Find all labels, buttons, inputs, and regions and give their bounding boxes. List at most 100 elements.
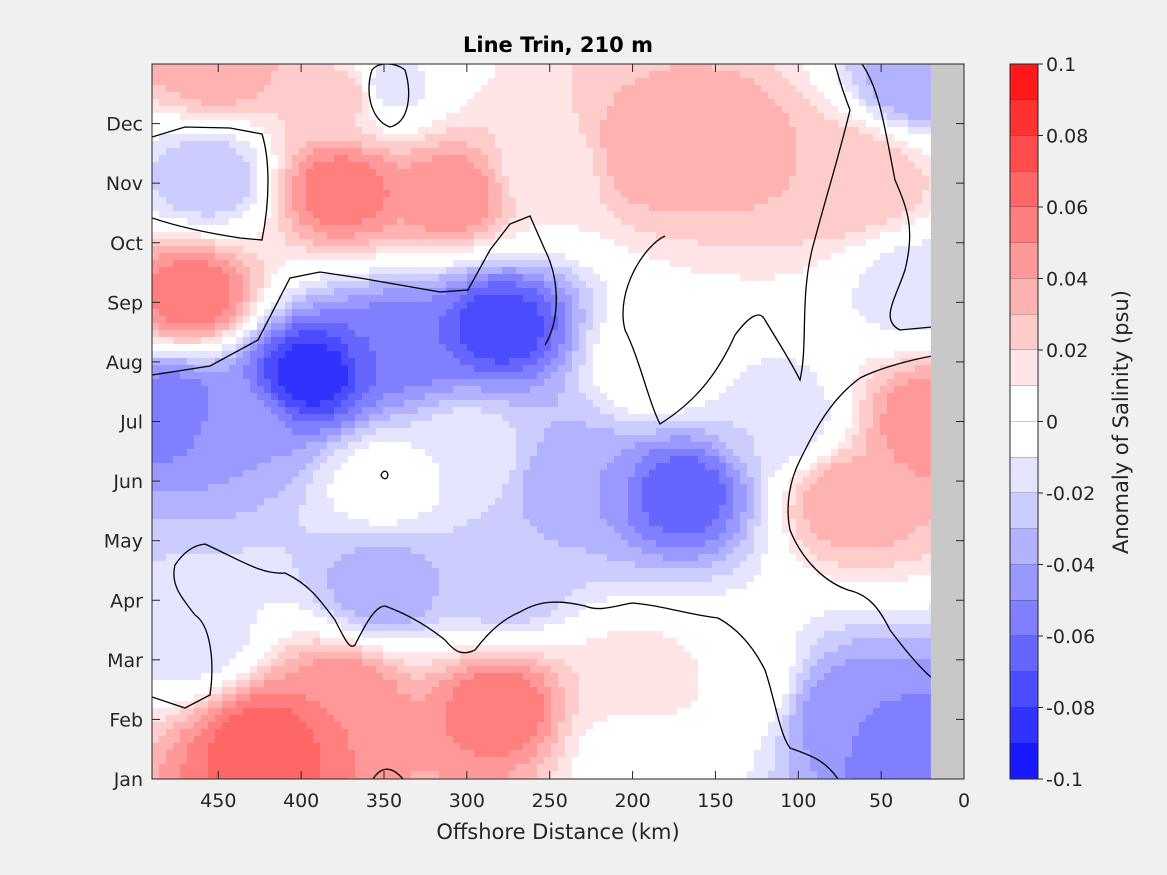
heatmap-cell: [278, 631, 286, 639]
heatmap-cell: [292, 722, 300, 730]
heatmap-cell: [187, 246, 195, 254]
heatmap-cell: [390, 134, 398, 142]
heatmap-cell: [432, 659, 440, 667]
heatmap-cell: [474, 414, 482, 422]
heatmap-cell: [376, 351, 384, 359]
heatmap-cell: [313, 253, 321, 261]
heatmap-cell: [348, 596, 356, 604]
heatmap-cell: [425, 519, 433, 527]
heatmap-cell: [173, 316, 181, 324]
heatmap-cell: [229, 330, 237, 338]
heatmap-cell: [355, 505, 363, 513]
heatmap-cell: [460, 708, 468, 716]
heatmap-cell: [215, 281, 223, 289]
heatmap-cell: [292, 379, 300, 387]
heatmap-cell: [425, 533, 433, 541]
heatmap-cell: [418, 757, 426, 765]
heatmap-cell: [250, 617, 258, 625]
heatmap-cell: [173, 358, 181, 366]
heatmap-cell: [285, 372, 293, 380]
heatmap-cell: [418, 190, 426, 198]
heatmap-cell: [481, 505, 489, 513]
heatmap-cell: [404, 197, 412, 205]
heatmap-cell: [376, 715, 384, 723]
heatmap-cell: [390, 638, 398, 646]
heatmap-cell: [292, 316, 300, 324]
heatmap-cell: [320, 106, 328, 114]
heatmap-cell: [348, 323, 356, 331]
heatmap-cell: [152, 344, 160, 352]
heatmap-cell: [229, 526, 237, 534]
heatmap-cell: [327, 533, 335, 541]
heatmap-cell: [383, 337, 391, 345]
heatmap-cell: [313, 379, 321, 387]
heatmap-cell: [159, 197, 167, 205]
heatmap-cell: [306, 71, 314, 79]
heatmap-cell: [411, 330, 419, 338]
heatmap-cell: [355, 386, 363, 394]
heatmap-cell: [474, 190, 482, 198]
heatmap-cell: [229, 162, 237, 170]
heatmap-cell: [299, 498, 307, 506]
heatmap-cell: [180, 582, 188, 590]
heatmap-cell: [488, 141, 496, 149]
heatmap-cell: [166, 211, 174, 219]
heatmap-cell: [264, 64, 272, 72]
heatmap-cell: [390, 274, 398, 282]
heatmap-cell: [488, 351, 496, 359]
heatmap-cell: [264, 631, 272, 639]
heatmap-cell: [376, 505, 384, 513]
heatmap-cell: [173, 414, 181, 422]
heatmap-cell: [390, 99, 398, 107]
heatmap-cell: [271, 554, 279, 562]
heatmap-cell: [208, 302, 216, 310]
heatmap-cell: [390, 260, 398, 268]
heatmap-cell: [418, 498, 426, 506]
heatmap-cell: [243, 113, 251, 121]
heatmap-cell: [341, 113, 349, 121]
heatmap-cell: [327, 554, 335, 562]
heatmap-cell: [467, 484, 475, 492]
heatmap-cell: [320, 358, 328, 366]
heatmap-cell: [187, 491, 195, 499]
heatmap-cell: [306, 337, 314, 345]
heatmap-cell: [264, 638, 272, 646]
heatmap-cell: [404, 610, 412, 618]
heatmap-cell: [362, 400, 370, 408]
heatmap-cell: [362, 743, 370, 751]
heatmap-cell: [474, 365, 482, 373]
heatmap-cell: [201, 288, 209, 296]
heatmap-cell: [187, 484, 195, 492]
heatmap-cell: [264, 421, 272, 429]
heatmap-cell: [229, 183, 237, 191]
heatmap-cell: [285, 64, 293, 72]
heatmap-cell: [467, 764, 475, 772]
heatmap-cell: [439, 596, 447, 604]
heatmap-cell: [313, 680, 321, 688]
heatmap-cell: [488, 232, 496, 240]
heatmap-cell: [229, 491, 237, 499]
heatmap-cell: [348, 113, 356, 121]
heatmap-cell: [201, 232, 209, 240]
heatmap-cell: [467, 568, 475, 576]
heatmap-cell: [173, 372, 181, 380]
heatmap-cell: [271, 99, 279, 107]
heatmap-cell: [194, 211, 202, 219]
heatmap-cell: [390, 743, 398, 751]
heatmap-cell: [159, 491, 167, 499]
heatmap-cell: [285, 155, 293, 163]
heatmap-cell: [271, 715, 279, 723]
heatmap-cell: [439, 218, 447, 226]
heatmap-cell: [215, 162, 223, 170]
heatmap-cell: [166, 729, 174, 737]
heatmap-cell: [201, 92, 209, 100]
heatmap-cell: [341, 106, 349, 114]
heatmap-cell: [278, 71, 286, 79]
heatmap-cell: [194, 85, 202, 93]
heatmap-cell: [250, 337, 258, 345]
heatmap-cell: [453, 631, 461, 639]
heatmap-cell: [432, 617, 440, 625]
heatmap-cell: [271, 694, 279, 702]
heatmap-cell: [481, 253, 489, 261]
heatmap-cell: [306, 617, 314, 625]
